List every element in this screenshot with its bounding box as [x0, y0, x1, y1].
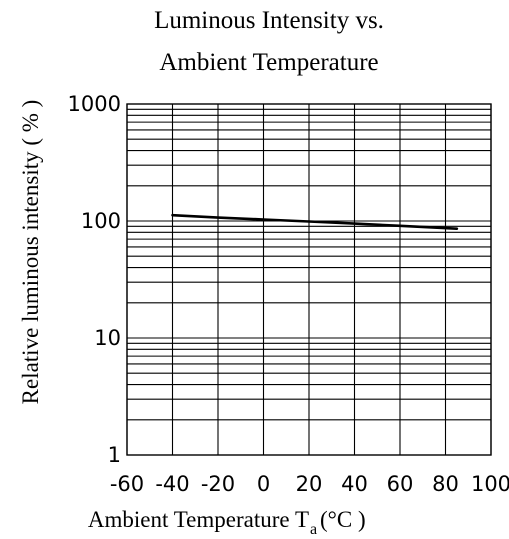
x-tick-label: 100: [471, 472, 509, 496]
y-tick-label: 1000: [68, 92, 121, 116]
chart-title-line1: Luminous Intensity vs.: [154, 7, 384, 34]
chart-title-line2: Ambient Temperature: [159, 49, 378, 76]
y-axis-ticks: 1000 100 10 1: [68, 92, 121, 467]
x-axis-label-subscript: a: [310, 521, 317, 538]
y-tick-label: 10: [94, 326, 121, 350]
x-axis-ticks: -60 -40 -20 0 20 40 60 80 100: [110, 472, 509, 496]
x-tick-label: -20: [201, 472, 235, 496]
series-line-0: [171, 213, 459, 230]
x-tick-label: 20: [296, 472, 323, 496]
y-tick-label: 100: [81, 209, 121, 233]
x-tick-label: -60: [110, 472, 144, 496]
data-series-layer: [171, 213, 459, 230]
plot-frame: [126, 103, 492, 456]
y-tick-label: 1: [108, 443, 121, 467]
plot-grid: [126, 104, 492, 456]
x-axis-label-unit: (°C ): [320, 507, 366, 532]
x-tick-label: 0: [257, 472, 270, 496]
y-axis-label: Relative luminous intensity ( % ): [18, 100, 43, 405]
x-tick-label: 60: [387, 472, 414, 496]
x-tick-label: 80: [432, 472, 459, 496]
x-tick-label: -40: [155, 472, 189, 496]
x-axis-label-main: Ambient Temperature T: [88, 507, 309, 532]
x-tick-label: 40: [341, 472, 368, 496]
x-axis-label: Ambient Temperature T: [88, 507, 309, 532]
